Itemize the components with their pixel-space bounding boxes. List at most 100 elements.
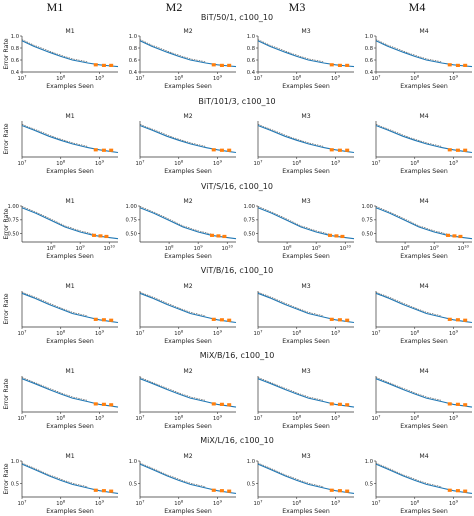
extrapolation-point-r1-m2-2 [227, 63, 232, 67]
x-axis-label-r5-m3: Examples Seen [282, 423, 330, 430]
y-tick-label-r3-m3-1: 0.75 [243, 218, 255, 224]
x-axis-label-r6-m3: Examples Seen [282, 508, 330, 515]
extrapolation-point-r4-m4-1 [455, 318, 460, 322]
x-axis-label-r4-m4: Examples Seen [400, 338, 448, 345]
x-tick-label-r2-m2-0: 107 [135, 159, 145, 168]
fit-line-r4-m4 [375, 292, 473, 324]
extrapolation-point-r4-m3-1 [337, 318, 342, 322]
x-tick-label-r2-m3-2: 109 [331, 159, 341, 168]
extrapolation-point-r4-m3-2 [345, 318, 350, 322]
extrapolation-point-r6-m1-2 [109, 489, 114, 493]
extrapolation-point-r5-m4-2 [463, 403, 468, 407]
extrapolation-point-r5-m2-0 [211, 402, 216, 406]
x-tick-label-r5-m1-0: 107 [17, 414, 27, 423]
x-tick-label-r6-m2-2: 109 [213, 499, 223, 508]
x-tick-label-r3-m3-1: 109 [312, 244, 322, 253]
x-axis-label-r2-m4: Examples Seen [400, 168, 448, 175]
x-tick-label-r5-m2-1: 108 [174, 414, 184, 423]
panel-title-r2-m4: M4 [419, 113, 428, 120]
column-header-m4: M4 [408, 0, 426, 14]
extrapolation-point-r5-m1-1 [101, 402, 106, 406]
x-tick-label-r6-m1-2: 109 [95, 499, 105, 508]
y-tick-label-r1-m4-1: 0.6 [365, 58, 373, 64]
panel-title-r3-m4: M4 [419, 198, 428, 205]
extrapolation-point-r1-m3-0 [329, 63, 334, 67]
x-tick-label-r6-m3-0: 107 [253, 499, 263, 508]
x-tick-label-r5-m3-0: 107 [253, 414, 263, 423]
x-tick-label-r4-m3-0: 107 [253, 329, 263, 338]
fit-line-r4-m3 [257, 292, 355, 324]
panel-title-r5-m2: M2 [183, 368, 192, 375]
x-tick-label-r3-m3-2: 1010 [340, 244, 352, 253]
x-tick-label-r6-m2-0: 107 [135, 499, 145, 508]
panel-title-r3-m2: M2 [183, 198, 192, 205]
column-header-m2: M2 [165, 0, 183, 14]
observed-line-r6-m1 [21, 462, 88, 488]
observed-line-r5-m2 [139, 377, 206, 401]
x-tick-label-r2-m1-2: 109 [95, 159, 105, 168]
y-tick-label-r1-m1-2: 0.8 [11, 46, 19, 52]
x-tick-label-r1-m1-1: 108 [56, 74, 66, 83]
x-tick-label-r3-m2-1: 109 [194, 244, 204, 253]
x-tick-label-r5-m2-2: 109 [213, 414, 223, 423]
x-axis-label-r1-m2: Examples Seen [164, 83, 212, 90]
x-tick-label-r5-m3-1: 108 [292, 414, 302, 423]
extrapolation-point-r1-m1-0 [93, 63, 98, 67]
x-axis-label-r5-m2: Examples Seen [164, 423, 212, 430]
x-tick-label-r3-m1-0: 108 [47, 244, 57, 253]
extrapolation-point-r3-m3-2 [340, 234, 345, 239]
observed-line-r4-m1 [21, 291, 88, 317]
fit-line-r5-m3 [257, 378, 355, 408]
observed-line-r4-m4 [375, 291, 442, 317]
panel-title-r5-m1: M1 [65, 368, 74, 375]
y-tick-label-r1-m2-2: 0.8 [129, 46, 137, 52]
y-tick-label-r1-m2-3: 1.0 [129, 34, 137, 40]
x-tick-label-r6-m2-1: 108 [174, 499, 184, 508]
y-tick-label-r6-m4-1: 1.0 [365, 459, 373, 465]
x-tick-label-r1-m3-0: 107 [253, 74, 263, 83]
x-tick-label-r1-m2-1: 108 [174, 74, 184, 83]
extrapolation-point-r5-m2-1 [219, 402, 224, 406]
extrapolation-point-r6-m1-1 [101, 489, 106, 493]
extrapolation-point-r6-m2-1 [219, 489, 224, 493]
extrapolation-point-r4-m2-1 [219, 318, 224, 322]
column-header-m1: M1 [46, 0, 64, 14]
x-tick-label-r2-m2-1: 108 [174, 159, 184, 168]
extrapolation-point-r3-m4-0 [446, 233, 451, 237]
x-axis-label-r4-m2: Examples Seen [164, 338, 212, 345]
fit-line-r5-m4 [375, 378, 473, 408]
panel-title-r6-m4: M4 [419, 453, 428, 460]
extrapolation-point-r4-m4-2 [463, 318, 468, 322]
extrapolation-point-r4-m1-1 [101, 318, 106, 322]
panel-title-r2-m3: M3 [301, 113, 310, 120]
fit-line-r5-m2 [139, 378, 237, 408]
x-tick-label-r5-m2-0: 107 [135, 414, 145, 423]
fit-line-r1-m3 [257, 40, 355, 68]
extrapolation-point-r2-m2-0 [211, 148, 216, 152]
extrapolation-point-r2-m3-0 [329, 148, 334, 152]
observed-line-r4-m3 [257, 291, 324, 317]
y-tick-label-r1-m1-0: 0.4 [11, 70, 20, 76]
y-tick-label-r3-m1-2: 1.00 [7, 204, 19, 210]
observed-line-r3-m4 [375, 206, 449, 235]
observed-line-r1-m4 [375, 39, 442, 63]
extrapolation-point-r6-m1-0 [93, 488, 98, 492]
y-axis-label-r5-m1: Error Rate [3, 378, 10, 409]
y-tick-label-r3-m2-0: 0.50 [125, 231, 137, 237]
y-tick-label-r6-m3-1: 1.0 [247, 459, 255, 465]
extrapolation-point-r6-m2-0 [211, 488, 216, 492]
extrapolation-point-r1-m3-1 [337, 63, 342, 67]
x-tick-label-r6-m1-1: 108 [56, 499, 66, 508]
x-tick-label-r4-m3-2: 109 [331, 329, 341, 338]
x-tick-label-r4-m1-2: 109 [95, 329, 105, 338]
extrapolation-point-r4-m4-0 [447, 317, 452, 321]
x-tick-label-r1-m4-2: 109 [449, 74, 459, 83]
extrapolation-point-r2-m2-2 [227, 148, 232, 152]
x-tick-label-r2-m3-0: 107 [253, 159, 263, 168]
extrapolation-point-r5-m4-1 [455, 402, 460, 406]
x-axis-label-r3-m2: Examples Seen [164, 253, 212, 260]
x-tick-label-r1-m4-1: 108 [410, 74, 420, 83]
x-tick-label-r3-m1-2: 1010 [104, 244, 116, 253]
extrapolation-point-r1-m2-1 [219, 63, 224, 67]
panel-title-r4-m3: M3 [301, 283, 310, 290]
